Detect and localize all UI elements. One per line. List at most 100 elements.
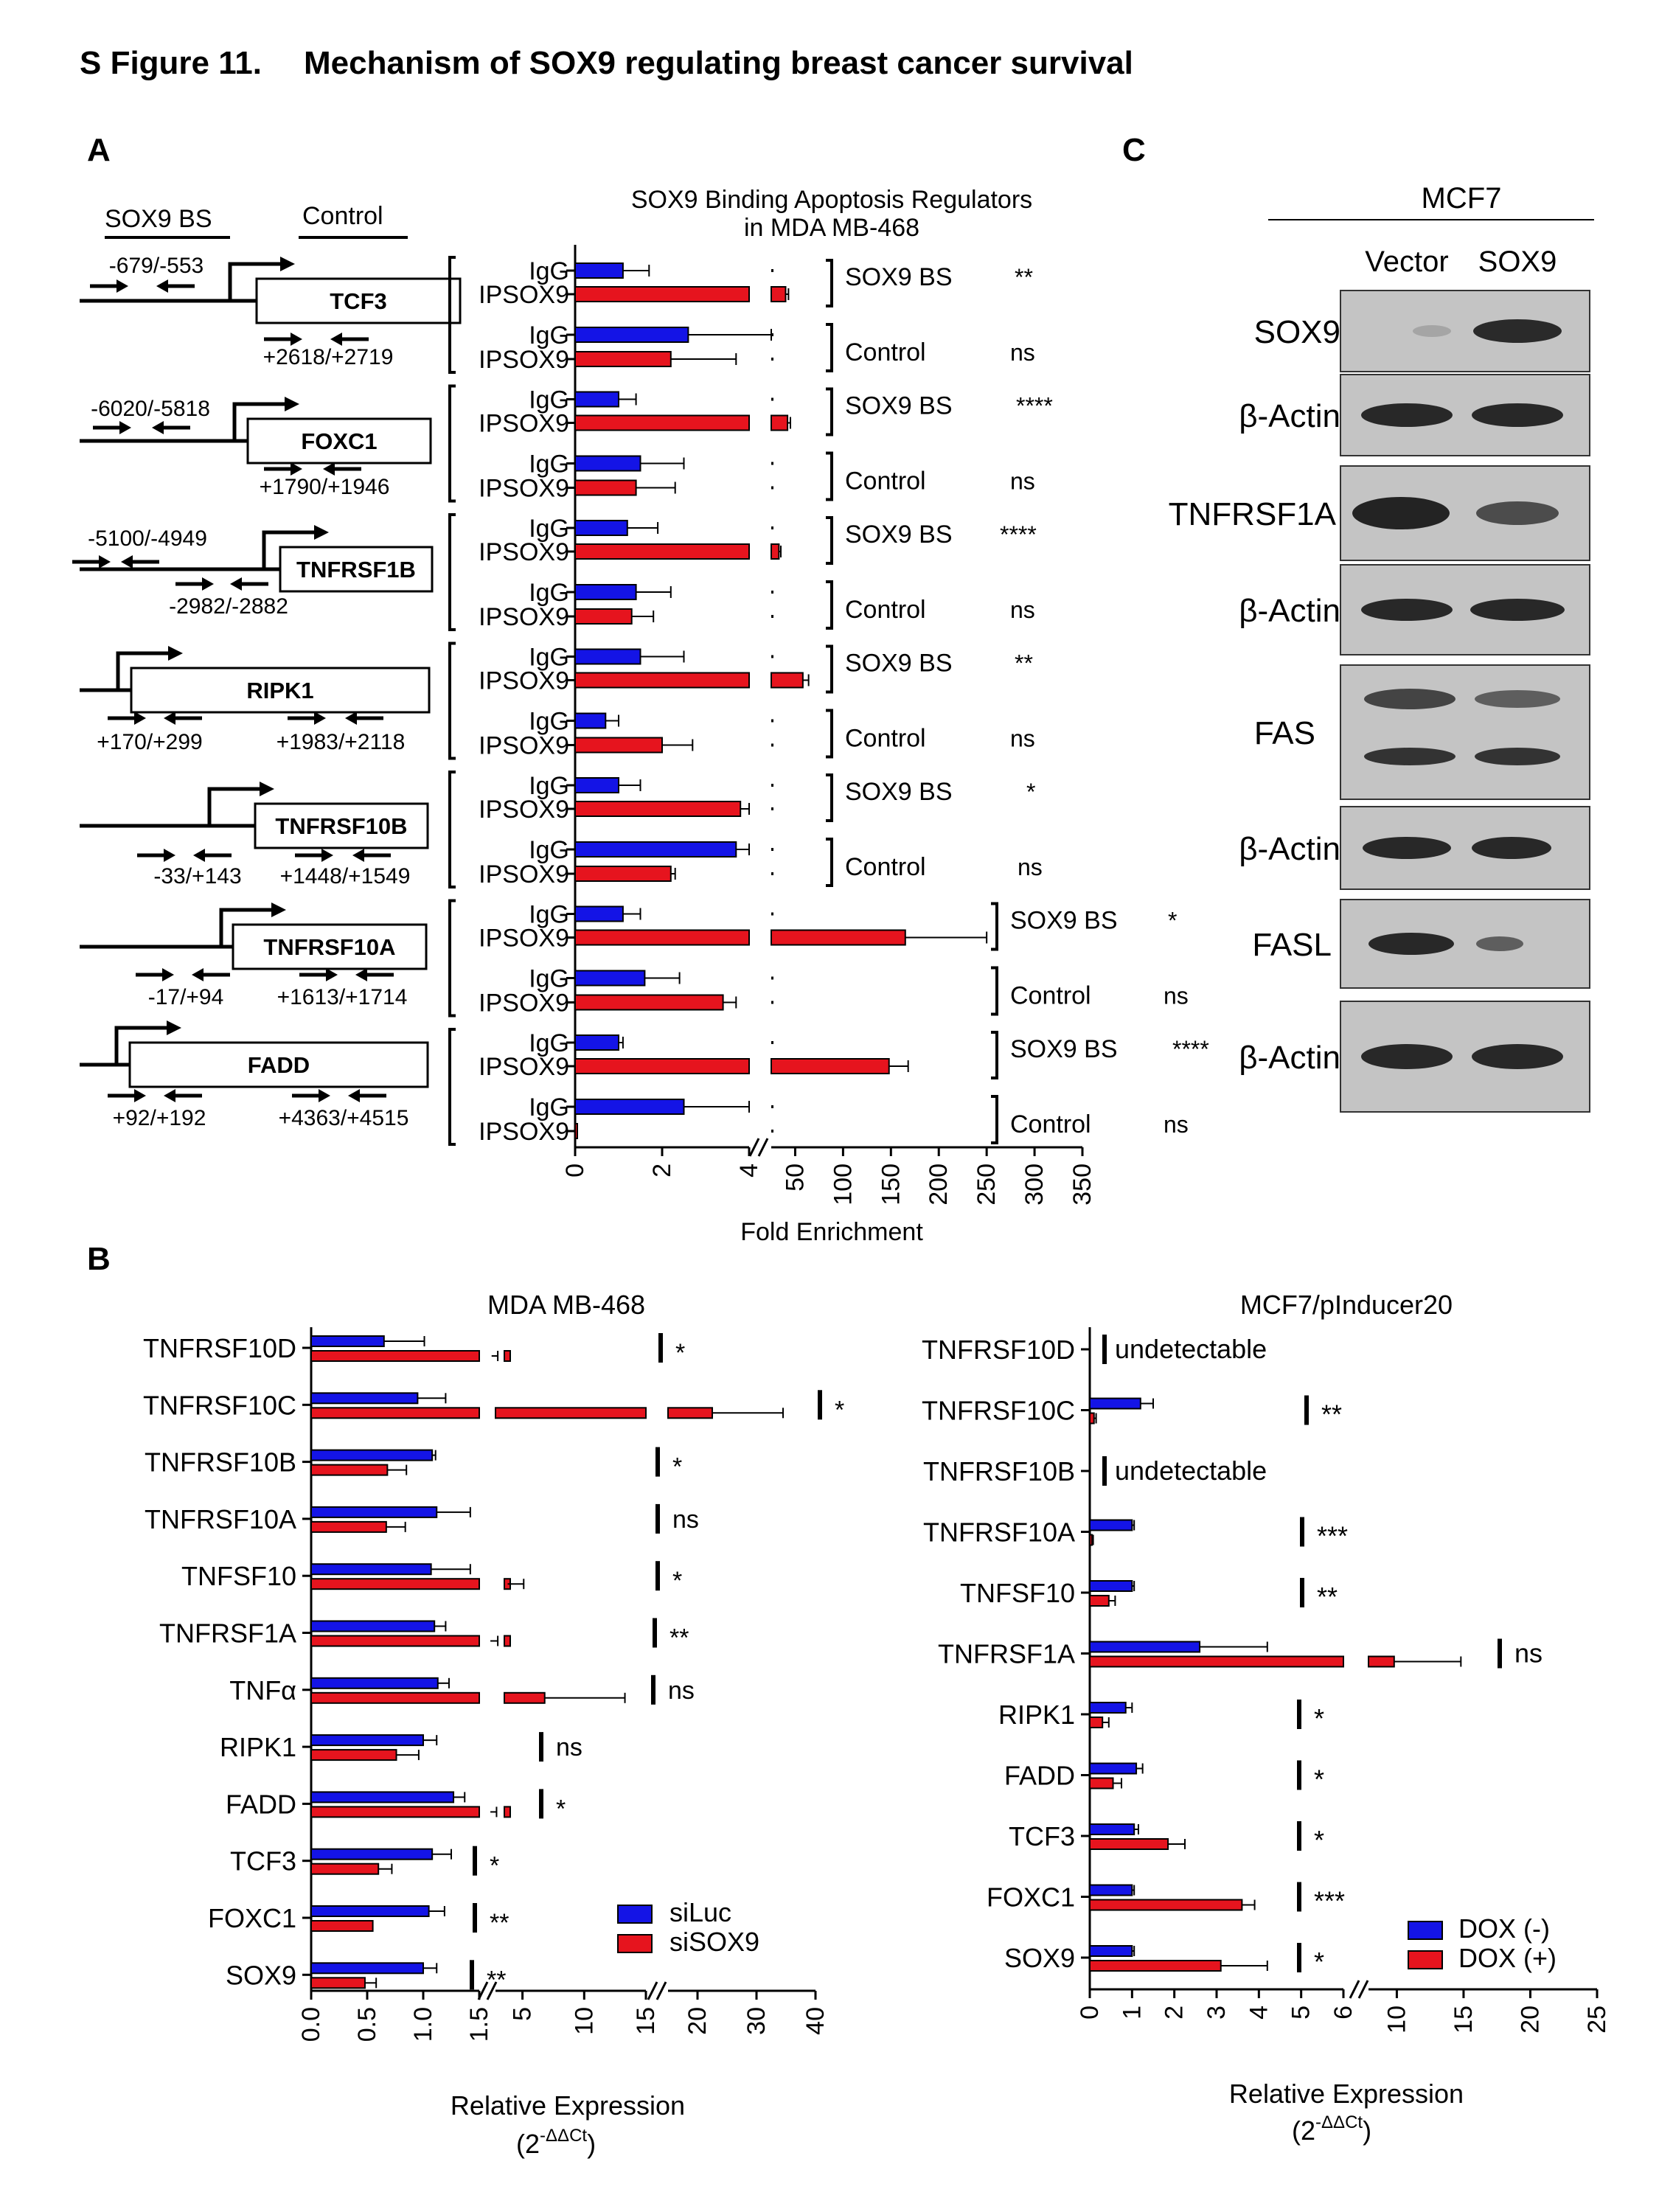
primer-reverse-head — [152, 421, 164, 434]
blot-label: β-Actin — [1239, 1040, 1340, 1076]
region-bracket — [991, 902, 998, 951]
significance-label: ** — [1321, 1399, 1342, 1430]
region-label: Control — [845, 596, 926, 624]
expression-bar — [1089, 1884, 1133, 1896]
protein-band — [1368, 933, 1454, 955]
blot-label: TNFRSF1A — [1169, 496, 1337, 532]
bar-label-igg: IgG — [529, 708, 569, 736]
gene-box — [232, 923, 428, 970]
axis-break-mark — [1357, 1980, 1369, 1999]
x-tick-label: 0.0 — [297, 2007, 325, 2042]
region-label: SOX9 BS — [845, 778, 953, 806]
category-label: TNFα — [229, 1675, 296, 1705]
expression-bar — [1089, 1412, 1095, 1425]
chip-bar — [574, 351, 672, 367]
significance-label: ** — [1015, 264, 1033, 291]
control-coordinate: +1983/+2118 — [276, 730, 406, 754]
significance-label: ns — [1010, 726, 1035, 752]
significance-label: **** — [1016, 393, 1053, 420]
x-tick-label: 6 — [1329, 2006, 1357, 2020]
x-tick-label: 3 — [1203, 2006, 1231, 2020]
category-label: TNFRSF1A — [159, 1618, 296, 1649]
chip-bar-break-stub — [771, 333, 773, 336]
expression-group: TNFRSF10B * — [145, 1447, 682, 1481]
expression-group: TNFRSF10C * — [143, 1390, 844, 1424]
expression-bar-continued — [495, 1407, 647, 1419]
tss-arrow — [228, 262, 282, 301]
control-coordinate: +2618/+2719 — [263, 345, 394, 369]
bar-label-igg: IgG — [529, 321, 569, 349]
bar-label-igg: IgG — [529, 965, 569, 993]
bar-label-ipsox9: IPSOX9 — [479, 925, 569, 953]
expression-bar — [310, 1563, 432, 1576]
blot-row: FAS — [1254, 664, 1590, 800]
blot-label: β-Actin — [1239, 831, 1340, 867]
chip-bar-continued — [771, 543, 780, 560]
chip-bar — [574, 1034, 619, 1051]
axis-break-mark — [757, 1138, 769, 1157]
chip-bar — [574, 801, 742, 817]
expression-bar — [1089, 1534, 1093, 1546]
chip-bar-continued — [771, 286, 787, 302]
expression-bar — [310, 1464, 389, 1476]
significance-label: ns — [1164, 1111, 1189, 1138]
control-coordinate: -2982/-2882 — [169, 594, 288, 619]
chip-bar-break-stub — [771, 743, 773, 747]
primer-reverse-head — [164, 1089, 175, 1102]
chip-bar — [574, 455, 641, 472]
protein-band — [1364, 748, 1455, 765]
category-label: FADD — [226, 1789, 296, 1819]
chip-bar-break-stub — [771, 526, 773, 529]
chip-bar-break-stub — [771, 912, 773, 916]
chip-bar — [574, 520, 628, 536]
x-tick-label: 300 — [1020, 1164, 1048, 1206]
protein-band — [1473, 319, 1562, 343]
blot-row: β-Actin — [1239, 806, 1590, 890]
protein-band — [1475, 748, 1560, 765]
x-tick-label: 150 — [877, 1164, 905, 1206]
gene-name: TCF3 — [330, 288, 387, 314]
bar-label-ipsox9: IPSOX9 — [479, 281, 569, 309]
chip-bar-break-stub — [771, 872, 773, 875]
tss-arrow — [219, 908, 273, 947]
chip-bar-break-stub — [771, 462, 773, 465]
x-tick-label: 50 — [781, 1164, 809, 1192]
tss-arrow-head — [285, 397, 299, 411]
primer-reverse-head — [164, 712, 175, 725]
chip-bar-break-stub — [771, 807, 773, 810]
region-label: SOX9 BS — [845, 521, 953, 549]
region-bracket — [991, 1095, 998, 1144]
tss-arrow-head — [314, 525, 329, 540]
chip-bar — [574, 905, 624, 922]
primer-forward-head — [99, 555, 111, 568]
category-label: TNFRSF10D — [922, 1335, 1075, 1365]
bs-coordinate: -5100/-4949 — [88, 526, 207, 551]
expression-bar — [1089, 1945, 1133, 1957]
gene-name: RIPK1 — [246, 678, 313, 703]
expression-bar — [310, 1392, 419, 1405]
panel-b-left-xlabel: Relative Expression — [451, 2090, 685, 2121]
bar-label-igg: IgG — [529, 901, 569, 929]
bs-coordinate: -6020/-5818 — [91, 397, 210, 421]
blot-membrane — [1340, 664, 1590, 800]
group-bracket — [448, 899, 456, 1018]
protein-band — [1361, 599, 1453, 621]
x-tick-label: 20 — [1516, 2006, 1544, 2034]
region-label: Control — [1010, 982, 1091, 1010]
chip-bar — [574, 1058, 750, 1074]
bar-label-igg: IgG — [529, 257, 569, 285]
legend-swatch — [1408, 1921, 1443, 1940]
significance-label: **** — [1172, 1036, 1209, 1062]
primer-reverse-head — [230, 577, 242, 591]
expression-group: FADD * — [1004, 1760, 1324, 1795]
expression-group: FOXC1 ** — [208, 1903, 509, 1937]
expression-group: TNFRSF1A ns — [938, 1638, 1543, 1669]
gene-name: FADD — [248, 1052, 310, 1078]
protein-band — [1476, 936, 1523, 951]
expression-bar — [1089, 1960, 1222, 1972]
expression-bar-continued — [667, 1407, 713, 1419]
chip-bar-break-stub — [771, 269, 773, 272]
significance-label: ** — [1015, 650, 1033, 677]
